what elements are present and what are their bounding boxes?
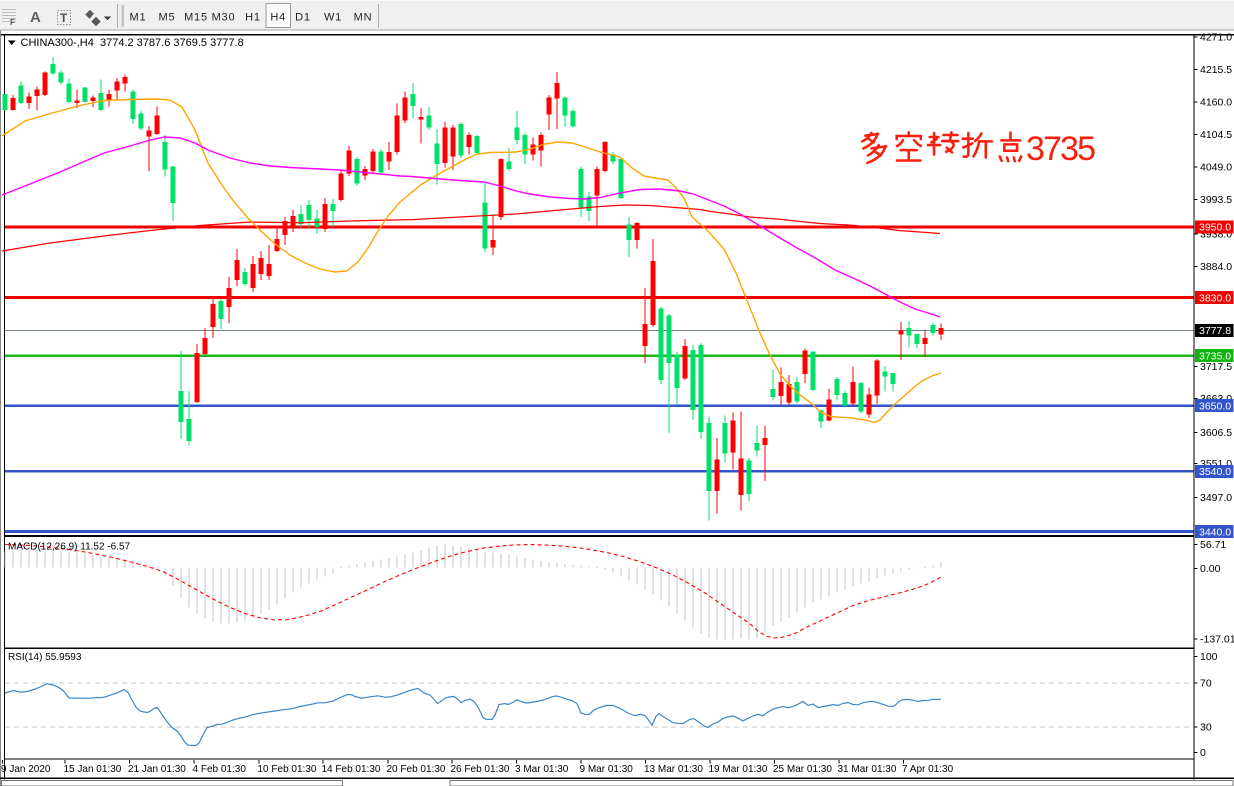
svg-text:M15: M15 <box>184 12 208 24</box>
svg-text:4104.5: 4104.5 <box>1200 129 1232 141</box>
svg-text:25 Mar 01:30: 25 Mar 01:30 <box>773 764 832 775</box>
svg-text:9 Jan 2020: 9 Jan 2020 <box>1 764 51 775</box>
svg-text:31 Mar 01:30: 31 Mar 01:30 <box>838 764 897 775</box>
svg-text:3735: 3735 <box>1026 130 1096 168</box>
svg-text:MN: MN <box>354 12 373 24</box>
svg-text:56.71: 56.71 <box>1200 539 1226 551</box>
svg-text:0: 0 <box>1200 747 1206 759</box>
svg-text:-137.01: -137.01 <box>1200 633 1234 645</box>
svg-text:3440.0: 3440.0 <box>1199 526 1231 538</box>
svg-text:3993.5: 3993.5 <box>1200 194 1232 206</box>
svg-text:19 Mar 01:30: 19 Mar 01:30 <box>709 764 768 775</box>
svg-text:4160.0: 4160.0 <box>1200 97 1232 109</box>
svg-text:3 Mar 01:30: 3 Mar 01:30 <box>515 764 569 775</box>
svg-text:3735.0: 3735.0 <box>1199 350 1231 362</box>
svg-text:20 Feb 01:30: 20 Feb 01:30 <box>387 764 446 775</box>
svg-text:21 Jan 01:30: 21 Jan 01:30 <box>128 764 186 775</box>
svg-text:3884.0: 3884.0 <box>1200 261 1232 273</box>
svg-text:100: 100 <box>1200 651 1218 663</box>
svg-text:MACD(12,26,9) 11.52 -6.57: MACD(12,26,9) 11.52 -6.57 <box>8 542 131 553</box>
svg-text:3497.0: 3497.0 <box>1200 492 1232 504</box>
svg-text:3950.0: 3950.0 <box>1199 222 1231 234</box>
svg-text:H4: H4 <box>270 12 286 24</box>
svg-text:13 Mar 01:30: 13 Mar 01:30 <box>644 764 703 775</box>
svg-text:W1: W1 <box>324 12 342 24</box>
svg-text:4271.0: 4271.0 <box>1200 32 1232 44</box>
svg-text:H1: H1 <box>245 12 261 24</box>
svg-text:F: F <box>10 18 15 27</box>
svg-text:14 Feb 01:30: 14 Feb 01:30 <box>322 764 381 775</box>
svg-text:26 Feb 01:30: 26 Feb 01:30 <box>451 764 510 775</box>
svg-text:4 Feb 01:30: 4 Feb 01:30 <box>193 764 247 775</box>
svg-text:A: A <box>30 9 41 26</box>
svg-text:9 Mar 01:30: 9 Mar 01:30 <box>580 764 634 775</box>
svg-text:10 Feb 01:30: 10 Feb 01:30 <box>258 764 317 775</box>
svg-text:15 Jan 01:30: 15 Jan 01:30 <box>64 764 122 775</box>
svg-text:3650.0: 3650.0 <box>1199 400 1231 412</box>
svg-text:0.00: 0.00 <box>1200 563 1221 575</box>
svg-text:RSI(14) 55.9593: RSI(14) 55.9593 <box>8 652 82 663</box>
svg-text:30: 30 <box>1200 722 1212 734</box>
svg-text:3777.8: 3777.8 <box>1199 325 1231 337</box>
svg-text:T: T <box>60 11 68 25</box>
svg-text:M5: M5 <box>159 12 176 24</box>
svg-text:3606.5: 3606.5 <box>1200 427 1232 439</box>
svg-text:3540.0: 3540.0 <box>1199 466 1231 478</box>
svg-text:3717.5: 3717.5 <box>1200 361 1232 373</box>
svg-text:3830.0: 3830.0 <box>1199 292 1231 304</box>
svg-text:4049.0: 4049.0 <box>1200 162 1232 174</box>
svg-text:M30: M30 <box>212 12 236 24</box>
svg-text:M1: M1 <box>130 12 147 24</box>
svg-text:D1: D1 <box>295 12 311 24</box>
svg-text:CHINA300-,H4 3774.2 3787.6 37: CHINA300-,H4 3774.2 3787.6 3769.5 3777.8 <box>21 37 244 49</box>
svg-text:70: 70 <box>1200 678 1212 690</box>
svg-text:7 Apr 01:30: 7 Apr 01:30 <box>902 764 954 775</box>
svg-text:4215.5: 4215.5 <box>1200 64 1232 76</box>
